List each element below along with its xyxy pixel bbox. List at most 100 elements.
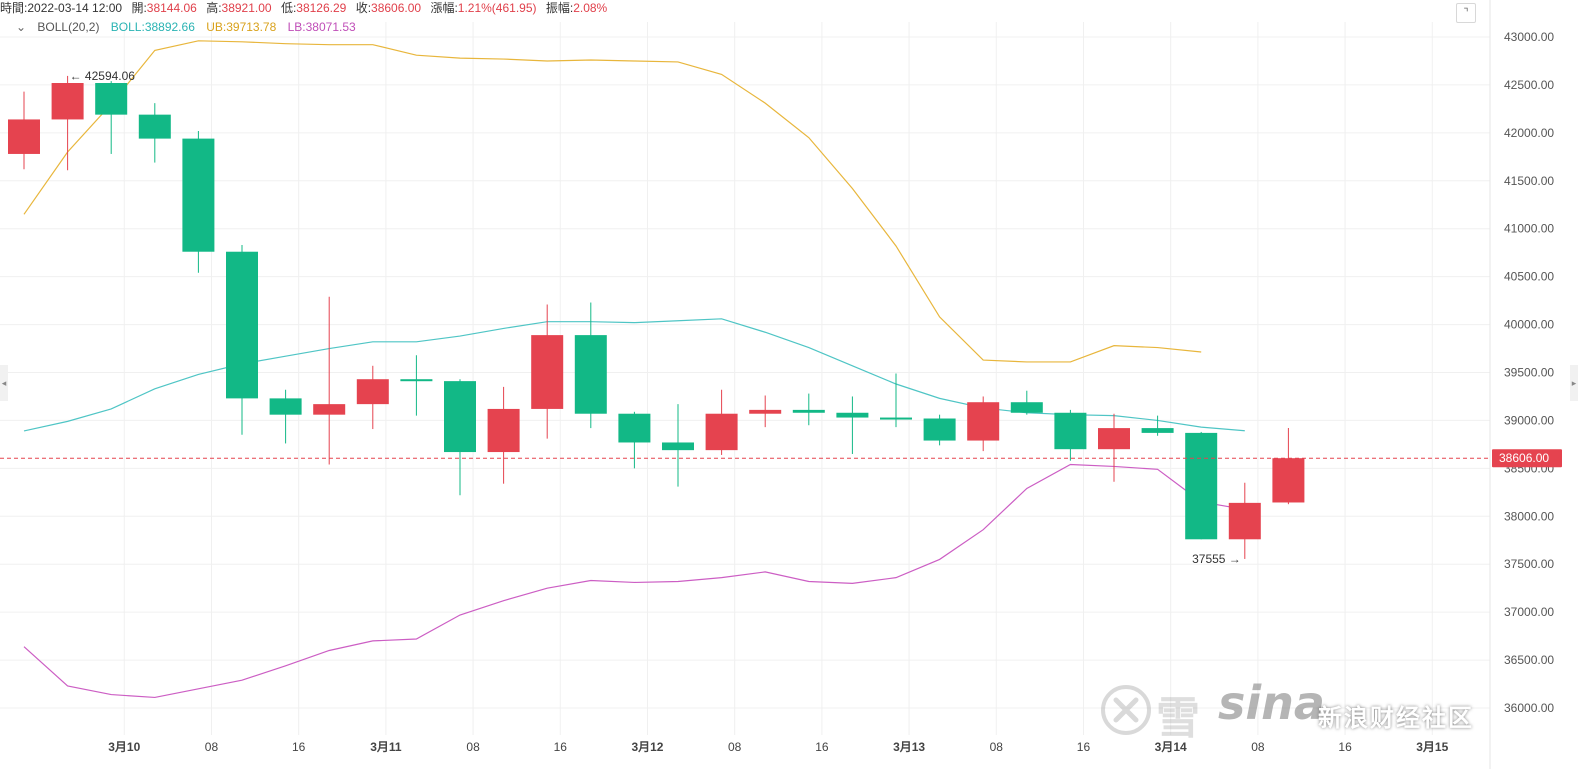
candle-down[interactable] [226,245,258,435]
candle-down[interactable] [1185,431,1218,540]
x-tick-label: 16 [815,740,829,754]
candle-body [749,409,782,414]
left-scroll-handle[interactable]: ◂ [0,365,8,401]
x-tick-label: 16 [292,740,306,754]
candle-body [8,119,40,154]
time-label: 時間: [0,1,28,15]
candle-up[interactable] [8,91,40,170]
candle-up[interactable] [356,365,389,430]
collapse-icon: ⌝ [1463,7,1469,19]
candle-down[interactable] [792,393,825,426]
change-label: 漲幅: [430,1,458,15]
candle-up[interactable] [705,389,738,455]
candle-body [226,251,258,399]
candle-down[interactable] [1010,390,1043,415]
y-tick-label: 41500.00 [1504,174,1554,188]
x-tick-label: 08 [990,740,1004,754]
candle-down[interactable] [662,404,694,487]
candle-down[interactable] [574,302,607,429]
candle-body [138,114,171,139]
candle-body [95,83,128,115]
candle-up[interactable] [1228,482,1261,559]
min-price-annotation: 37555 → [1192,552,1241,566]
candle-down[interactable] [880,373,912,428]
grid-layer [0,22,1490,735]
y-tick-label: 41000.00 [1504,222,1554,236]
candle-down[interactable] [1141,415,1174,436]
boll-upper-band [23,40,1202,363]
candle-down[interactable] [444,379,476,496]
candle-body [705,413,738,451]
y-tick-label: 39000.00 [1504,413,1554,427]
y-tick-label: 36000.00 [1504,701,1554,715]
candle-up[interactable] [749,395,782,428]
boll-name: BOLL(20,2) [37,20,100,34]
candle-down[interactable] [182,130,215,273]
candle-body [1010,402,1043,413]
change-value: 1.21%(461.95) [457,1,537,15]
candle-down[interactable] [95,81,128,154]
right-scroll-handle[interactable]: ▸ [1570,365,1578,401]
x-tick-label: 3月11 [370,740,402,754]
x-tick-label: 08 [466,740,480,754]
boll-mid-value: BOLL:38892.66 [110,20,195,34]
candle-up[interactable] [1272,428,1305,505]
chevron-left-icon: ◂ [1,378,7,388]
candle-down[interactable] [400,355,433,416]
candle-up[interactable] [51,75,84,171]
open-value: 38144.06 [146,1,197,15]
candle-body [923,418,956,441]
candle-body [444,381,476,453]
annotations: ← 42594.06 37555 → [0,69,1490,566]
x-tick-label: 16 [1338,740,1352,754]
amplitude-value: 2.08% [573,1,608,15]
candle-body [531,335,564,409]
close-label: 收: [355,1,372,15]
candle-body [1098,428,1130,450]
amplitude-label: 振幅: [545,1,574,15]
candle-down[interactable] [618,411,651,469]
fullscreen-button[interactable]: ⌝ [1456,3,1476,23]
time-value: 2022-03-14 12:00 [27,1,123,15]
high-label: 高: [206,1,222,15]
y-tick-label: 37000.00 [1504,605,1554,619]
candle-down[interactable] [1054,409,1087,461]
candle-up[interactable] [487,386,520,484]
candle-down[interactable] [836,396,869,454]
x-tick-label: 3月15 [1416,740,1448,754]
y-tick-label: 36500.00 [1504,653,1554,667]
current-price-label: 38606.00 [1499,451,1549,465]
candle-down[interactable] [923,414,956,446]
y-tick-label: 42000.00 [1504,126,1554,140]
candle-body [487,408,520,453]
boll-lower-band [23,463,1245,699]
y-tick-label: 39500.00 [1504,366,1554,380]
open-label: 開: [131,1,147,15]
candle-up[interactable] [313,296,346,465]
y-tick-label: 37500.00 [1504,557,1554,571]
y-tick-label: 38000.00 [1504,509,1554,523]
candle-down[interactable] [269,389,302,444]
max-price-annotation: ← 42594.06 [70,69,136,83]
candle-up[interactable] [531,304,564,439]
candle-down[interactable] [138,103,171,163]
price-axis: 43000.00 42500.00 42000.00 41500.00 41000.00… [1489,0,1562,769]
boll-lb-value: LB:38071.53 [287,20,356,34]
y-tick-label: 43000.00 [1504,30,1554,44]
y-tick-label: 42500.00 [1504,78,1554,92]
candle-up[interactable] [1098,413,1130,482]
x-tick-label: 08 [1251,740,1265,754]
candle-body [836,412,869,418]
candle-body [792,409,825,413]
candle-up[interactable] [967,396,1000,452]
y-tick-label: 40500.00 [1504,270,1554,284]
x-tick-label: 08 [728,740,742,754]
candle-body [182,138,215,252]
candle-body [1185,432,1218,540]
x-tick-label: 3月13 [893,740,925,754]
candle-body [400,379,433,382]
chevron-down-icon[interactable]: ⌄ [16,20,27,34]
y-tick-label: 40000.00 [1504,318,1554,332]
